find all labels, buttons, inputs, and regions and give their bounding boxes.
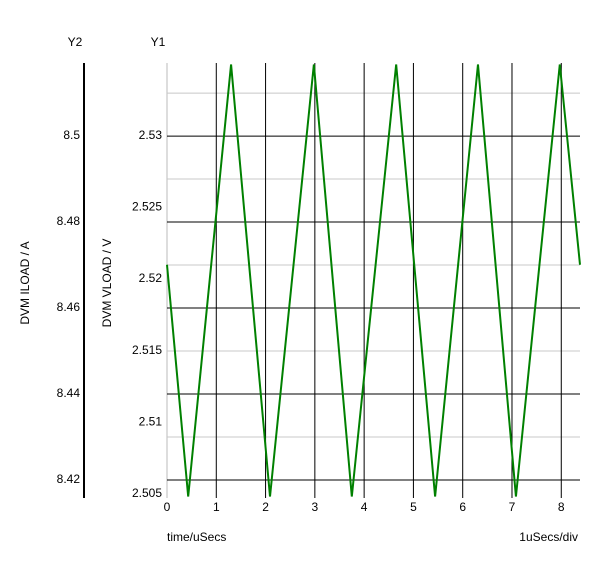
- x-tick-label: 4: [361, 500, 368, 514]
- y-tick-label: 2.53: [139, 128, 163, 142]
- y-tick-label: 2.52: [139, 271, 163, 285]
- y2-tick-label: 8.44: [57, 386, 81, 400]
- y2-axis-label: DVM ILOAD / A: [18, 241, 32, 324]
- x-scale-note: 1uSecs/div: [519, 530, 578, 544]
- y-tick-label: 2.505: [132, 486, 162, 500]
- x-tick-label: 0: [164, 500, 171, 514]
- x-tick-label: 3: [312, 500, 319, 514]
- x-tick-label: 7: [509, 500, 516, 514]
- series-line: [166, 64, 581, 497]
- y2-tick-label: 8.5: [63, 128, 80, 142]
- y1-title: Y1: [151, 35, 166, 49]
- y-axis-label: DVM VLOAD / V: [100, 239, 114, 328]
- x-tick-label: 5: [410, 500, 417, 514]
- y2-tick-label: 8.42: [57, 472, 81, 486]
- y2-tick-label: 8.46: [57, 300, 81, 314]
- y2-title: Y2: [68, 35, 83, 49]
- x-tick-label: 2: [262, 500, 269, 514]
- y2-tick-label: 8.48: [57, 214, 81, 228]
- y-tick-label: 2.525: [132, 200, 162, 214]
- x-axis-label: time/uSecs: [167, 530, 226, 544]
- x-tick-label: 8: [558, 500, 565, 514]
- x-tick-label: 1: [213, 500, 220, 514]
- y-tick-label: 2.515: [132, 343, 162, 357]
- y-tick-label: 2.51: [139, 414, 163, 428]
- x-tick-label: 6: [459, 500, 466, 514]
